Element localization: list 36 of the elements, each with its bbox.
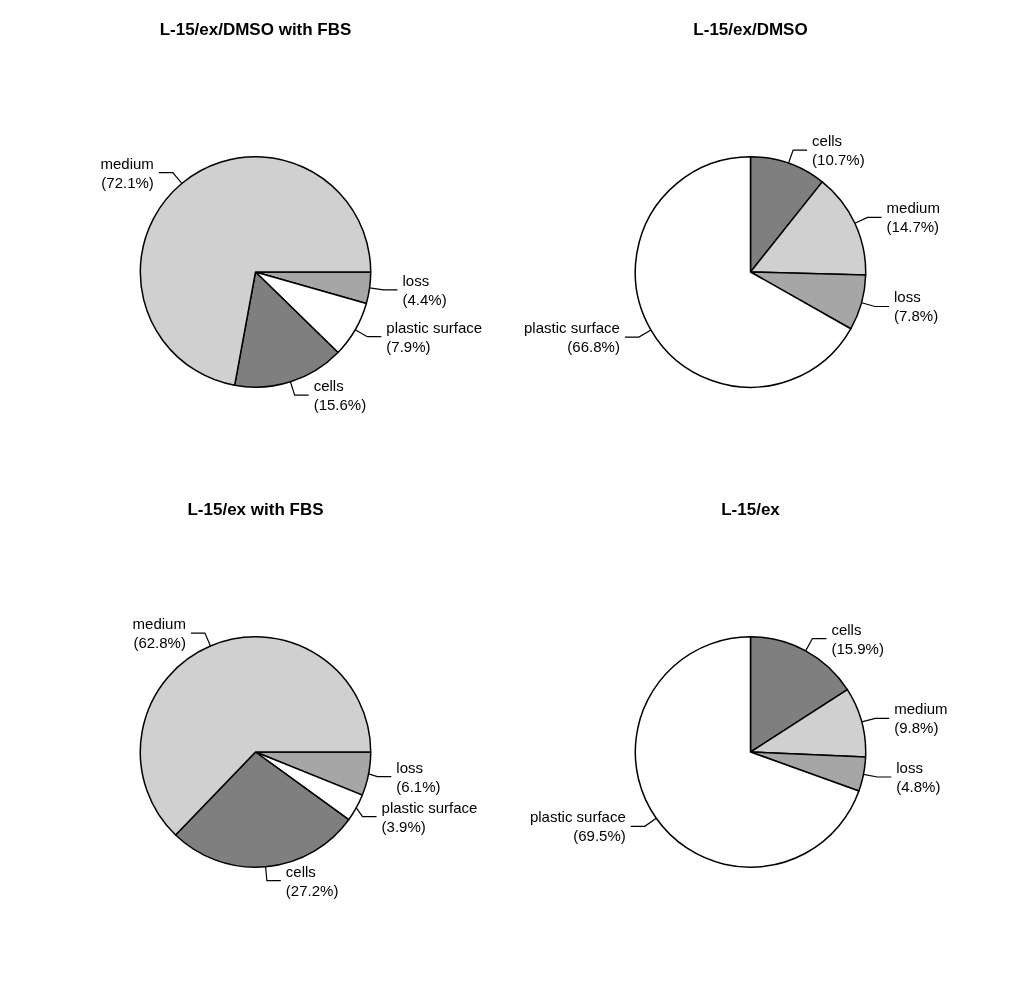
chart-title: L-15/ex/DMSO with FBS [159, 20, 352, 39]
slice-label: medium [132, 615, 186, 633]
chart-title: L-15/ex with FBS [187, 500, 324, 519]
data-label: (7.9%) [386, 337, 431, 355]
slice-label: cells [313, 377, 344, 395]
data-label: (3.9%) [381, 817, 426, 835]
data-label: (66.8%) [567, 338, 620, 356]
slice-label: medium [886, 199, 940, 217]
slice-label: loss [894, 288, 921, 306]
slice-label: loss [402, 271, 430, 289]
chart-title: L-15/ex [721, 500, 781, 519]
slice-label: cells [285, 862, 316, 880]
slice-label: plastic surface [524, 319, 620, 337]
slice-label: plastic surface [381, 798, 478, 816]
data-label: (4.8%) [896, 778, 941, 796]
data-label: (69.5%) [573, 827, 626, 845]
chart-title: L-15/ex/DMSO [693, 20, 808, 39]
data-label: (15.9%) [831, 639, 884, 657]
data-label: (27.2%) [285, 881, 339, 899]
slice-label: medium [100, 154, 154, 172]
data-label: (62.8%) [133, 634, 186, 652]
slice-label: loss [896, 759, 923, 777]
data-label: (15.6%) [313, 396, 367, 414]
data-label: (7.8%) [894, 307, 939, 325]
data-label: (72.1%) [101, 173, 154, 191]
slice-label: plastic surface [386, 318, 483, 336]
slice-label: medium [894, 700, 948, 718]
data-label: (10.7%) [812, 151, 865, 169]
slice-label: cells [831, 620, 862, 638]
data-label: (4.4%) [402, 290, 447, 308]
slice-label: loss [396, 758, 424, 776]
data-label: (9.8%) [894, 719, 939, 737]
data-label: (14.7%) [886, 218, 940, 236]
data-label: (6.1%) [396, 777, 441, 795]
slice-label: cells [812, 132, 843, 150]
slice-label: plastic surface [529, 808, 626, 826]
